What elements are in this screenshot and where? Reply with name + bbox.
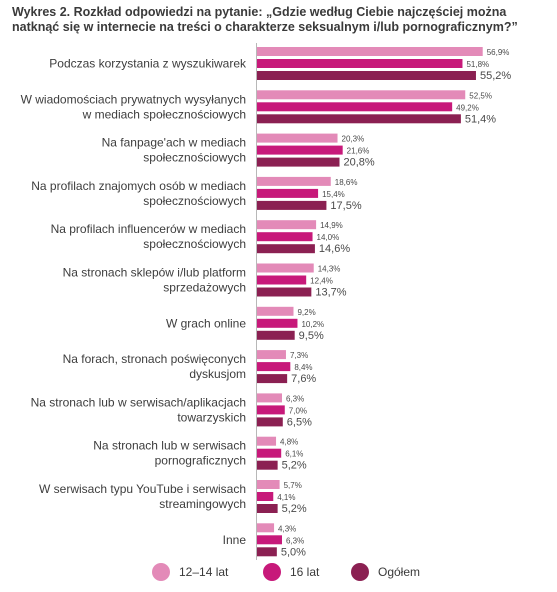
chart-title: Wykres 2. Rozkład odpowiedzi na pytanie:… xyxy=(12,5,518,34)
value-label: 15,4% xyxy=(322,190,345,199)
category-label: Na stronach lub w serwisach/aplikacjach t… xyxy=(31,395,246,424)
category-label: Na forach, stronach poświęconych dyskusjo… xyxy=(63,352,246,381)
bar-ogolem xyxy=(257,460,278,470)
bar-ogolem xyxy=(257,114,461,124)
value-label: 14,3% xyxy=(318,265,341,274)
bar-16 xyxy=(257,492,274,501)
value-label: 52,5% xyxy=(469,91,492,100)
legend-label-12-14: 12–14 lat xyxy=(179,565,229,579)
bar-ogolem xyxy=(257,330,295,340)
bar-16 xyxy=(257,318,298,328)
value-label: 56,9% xyxy=(487,48,510,57)
legend-swatch-16 xyxy=(263,563,281,581)
bar-16 xyxy=(257,59,463,68)
bar-ogolem xyxy=(257,157,340,167)
chart-legend: 12–14 lat 16 lat Ogółem xyxy=(0,563,557,587)
bar-16 xyxy=(257,275,307,285)
value-label: 10,2% xyxy=(301,320,324,329)
bar-12-14 xyxy=(257,263,314,273)
value-label: 51,8% xyxy=(466,60,489,69)
bar-12-14 xyxy=(257,90,466,100)
category-label: Podczas korzystania z wyszukiwarek xyxy=(49,57,247,71)
bar-16 xyxy=(257,362,291,372)
bar-12-14 xyxy=(257,480,280,489)
legend-swatch-12-14 xyxy=(152,563,170,581)
bar-ogolem xyxy=(257,287,312,297)
value-label: 18,6% xyxy=(335,178,358,187)
bar-16 xyxy=(257,232,313,242)
value-label: 20,3% xyxy=(342,135,365,144)
bar-16 xyxy=(257,535,282,545)
value-label: 6,3% xyxy=(286,536,304,545)
category-label: Na stronach sklepów i/lub platform sprzed… xyxy=(63,266,246,295)
value-label: 6,5% xyxy=(287,416,312,428)
category-label: W grach online xyxy=(166,316,246,330)
bar-ogolem xyxy=(257,504,278,513)
value-label: 5,7% xyxy=(284,481,302,490)
value-label: 14,9% xyxy=(320,221,343,230)
legend-item-16: 16 lat xyxy=(263,563,319,581)
value-label: 6,3% xyxy=(286,394,304,403)
value-label: 20,8% xyxy=(344,157,375,169)
bar-16 xyxy=(257,448,282,458)
value-label: 5,2% xyxy=(282,460,307,472)
legend-item-ogolem: Ogółem xyxy=(351,563,420,581)
bar-12-14 xyxy=(257,133,338,143)
bar-ogolem xyxy=(257,374,288,384)
value-label: 6,1% xyxy=(285,450,303,459)
value-label: 12,4% xyxy=(310,277,333,286)
bar-16 xyxy=(257,405,285,415)
category-label: Inne xyxy=(223,533,247,547)
value-label: 9,2% xyxy=(297,308,315,317)
value-label: 51,4% xyxy=(465,113,496,125)
value-label: 55,2% xyxy=(480,70,511,82)
bar-ogolem xyxy=(257,417,283,427)
legend-label-ogolem: Ogółem xyxy=(378,565,421,579)
category-label: W serwisach typu YouTube i serwisach stre… xyxy=(39,482,246,511)
bar-12-14 xyxy=(257,47,483,56)
value-label: 21,6% xyxy=(347,147,370,156)
value-label: 49,2% xyxy=(456,103,479,112)
bar-12-14 xyxy=(257,523,275,533)
category-label: Na profilach znajomych osób w mediach spo… xyxy=(31,179,246,208)
bar-16 xyxy=(257,145,343,155)
bar-ogolem xyxy=(257,244,315,254)
value-label: 5,0% xyxy=(281,546,306,558)
legend-item-12-14: 12–14 lat xyxy=(152,563,228,581)
bar-16 xyxy=(257,188,319,198)
bar-12-14 xyxy=(257,176,331,186)
value-label: 4,8% xyxy=(280,438,298,447)
bar-chart: Podczas korzystania z wyszukiwarek 56,9% 5… xyxy=(21,43,511,560)
category-label: Na stronach lub w serwisach pornograficzn… xyxy=(93,439,246,468)
value-label: 7,6% xyxy=(291,373,316,385)
value-label: 7,3% xyxy=(290,351,308,360)
bar-12-14 xyxy=(257,393,282,403)
bar-ogolem xyxy=(257,547,277,557)
bar-12-14 xyxy=(257,350,286,360)
value-label: 13,7% xyxy=(315,287,346,299)
value-label: 4,1% xyxy=(277,493,295,502)
value-label: 17,5% xyxy=(330,200,361,212)
bar-ogolem xyxy=(257,71,476,80)
category-label: Na fanpage'ach w mediach społecznościowyc… xyxy=(102,136,246,165)
bar-12-14 xyxy=(257,306,294,316)
bar-ogolem xyxy=(257,200,327,210)
value-label: 9,5% xyxy=(299,330,324,342)
value-label: 14,0% xyxy=(317,233,340,242)
value-label: 14,6% xyxy=(319,243,350,255)
bar-16 xyxy=(257,102,453,112)
category-label: W wiadomościach prywatnych wysyłanych w m… xyxy=(21,92,246,121)
category-label: Na profilach influencerów w mediach społe… xyxy=(51,222,246,251)
value-label: 4,3% xyxy=(278,524,296,533)
value-label: 5,2% xyxy=(282,503,307,515)
value-label: 7,0% xyxy=(289,406,307,415)
bar-12-14 xyxy=(257,220,317,230)
value-label: 8,4% xyxy=(294,363,312,372)
bar-12-14 xyxy=(257,436,277,446)
legend-swatch-ogolem xyxy=(351,563,369,581)
legend-label-16: 16 lat xyxy=(290,565,320,579)
